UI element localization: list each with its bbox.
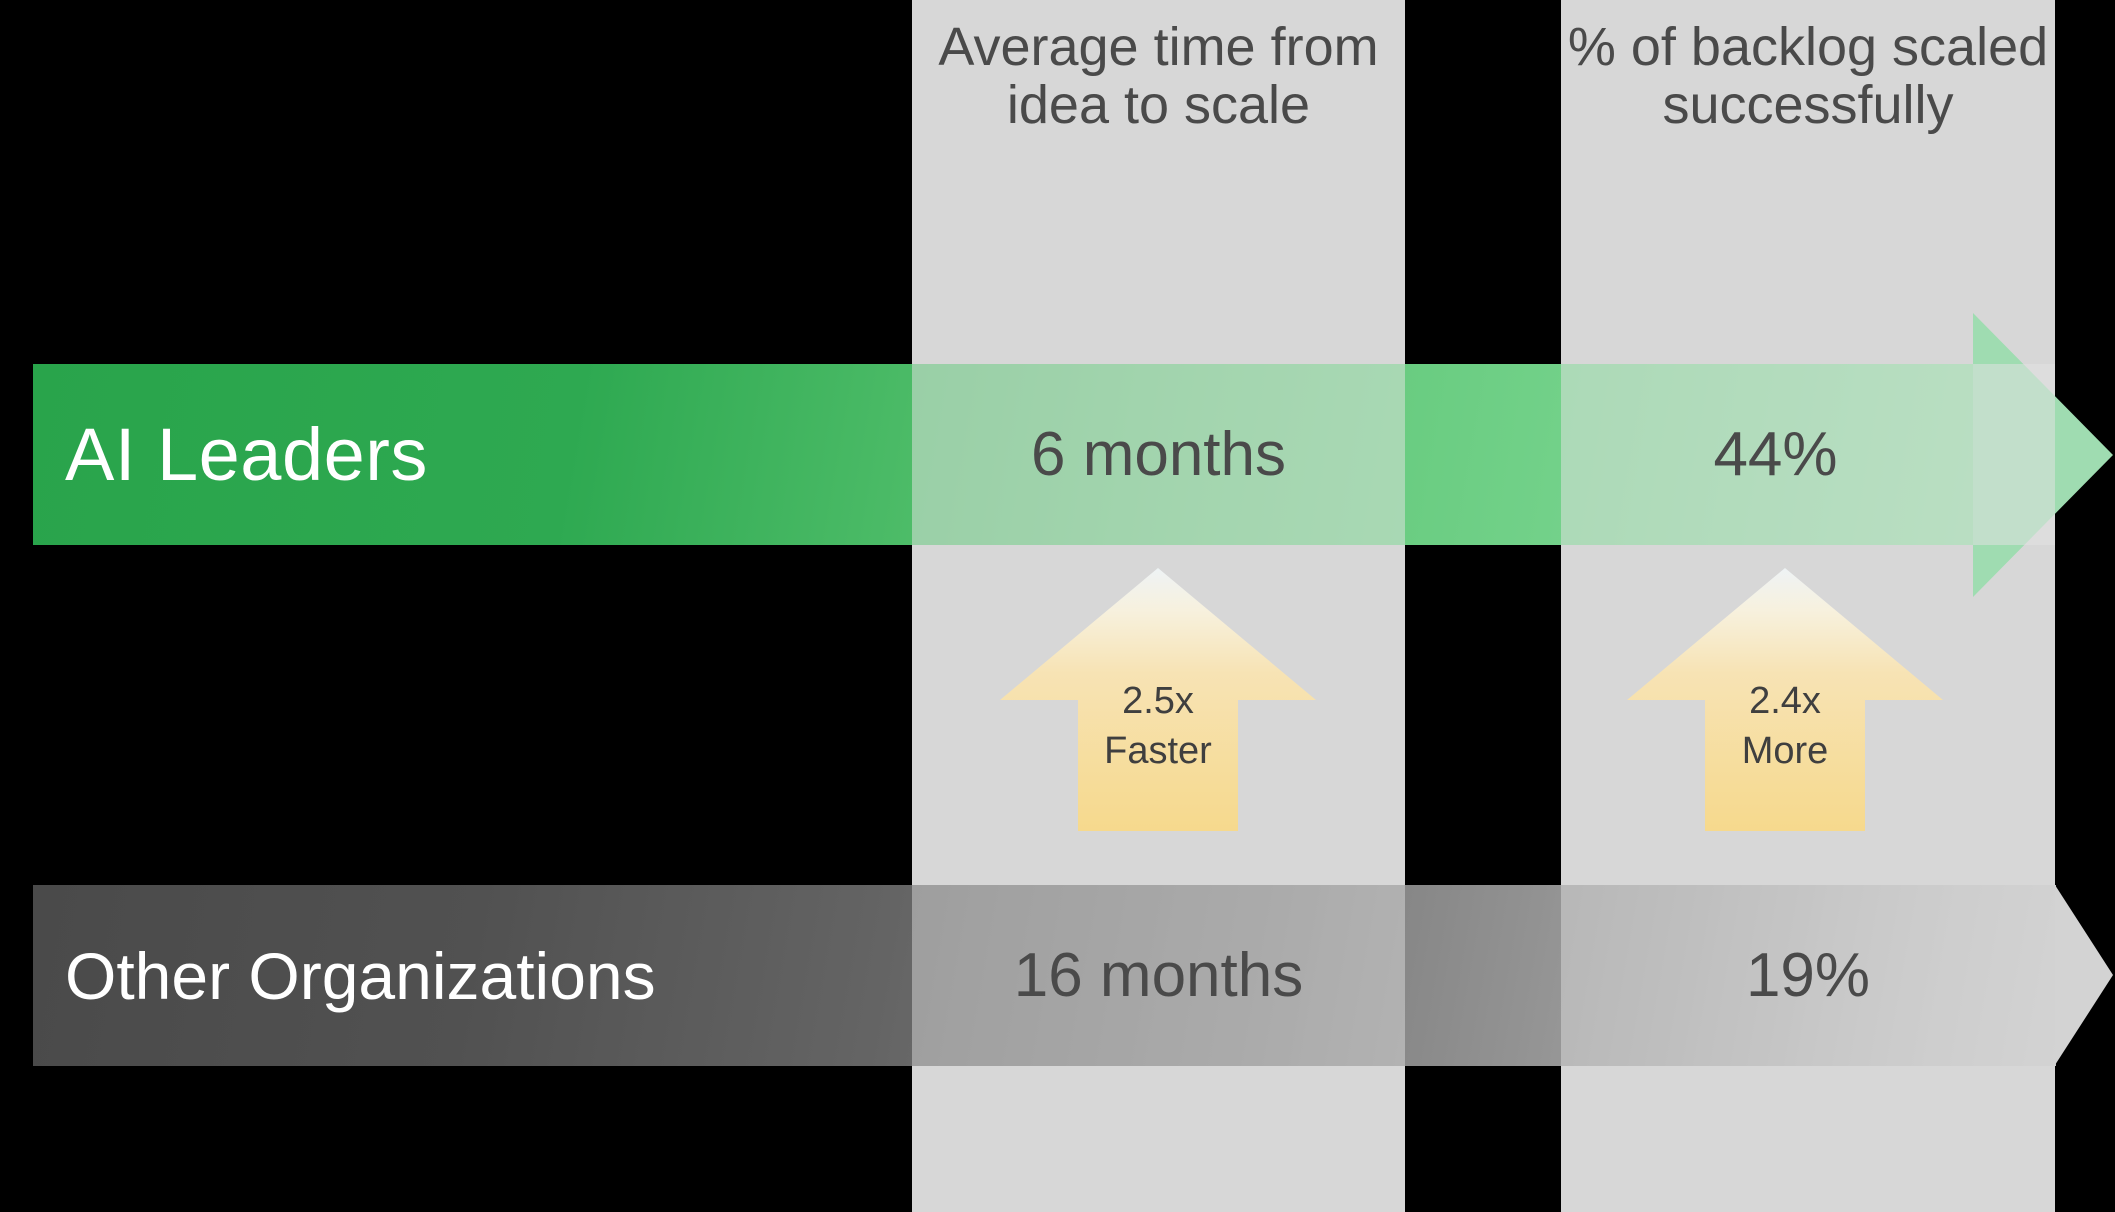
uplift-word-backlog: More	[1741, 730, 1829, 772]
band-overlay-others-time	[912, 885, 1405, 1066]
row-arrowhead-other-organizations	[2055, 885, 2113, 1065]
value-ai-leaders-backlog: 44%	[1713, 420, 1838, 489]
column-header-backlog: % of backlog scaled successfully	[1567, 17, 2049, 135]
value-ai-leaders-time: 6 months	[1030, 420, 1287, 489]
value-other-organizations-time: 16 months	[1013, 941, 1304, 1010]
uplift-text-backlog: 2.4x More	[1627, 676, 1943, 776]
uplift-multiplier-time: 2.5x	[1122, 680, 1194, 722]
band-overlay-leaders-backlog	[1561, 364, 2055, 545]
uplift-word-time: Faster	[1104, 730, 1212, 772]
uplift-multiplier-backlog: 2.4x	[1749, 680, 1821, 722]
up-arrow-icon	[1000, 568, 1316, 831]
row-label-ai-leaders: AI Leaders	[65, 413, 428, 496]
column-header-time: Average time from idea to scale	[938, 17, 1379, 135]
row-band-other-organizations: Other Organizations	[33, 885, 2056, 1066]
band-overlay-others-backlog	[1561, 885, 2055, 1066]
row-label-other-organizations: Other Organizations	[65, 938, 656, 1013]
uplift-text-time: 2.5x Faster	[1000, 676, 1316, 776]
uplift-arrow-backlog: 2.4x More	[1627, 566, 1943, 831]
band-overlay-leaders-time	[912, 364, 1405, 545]
up-arrow-icon	[1627, 568, 1943, 831]
uplift-arrow-time: 2.5x Faster	[1000, 566, 1316, 831]
value-other-organizations-backlog: 19%	[1745, 941, 1871, 1010]
